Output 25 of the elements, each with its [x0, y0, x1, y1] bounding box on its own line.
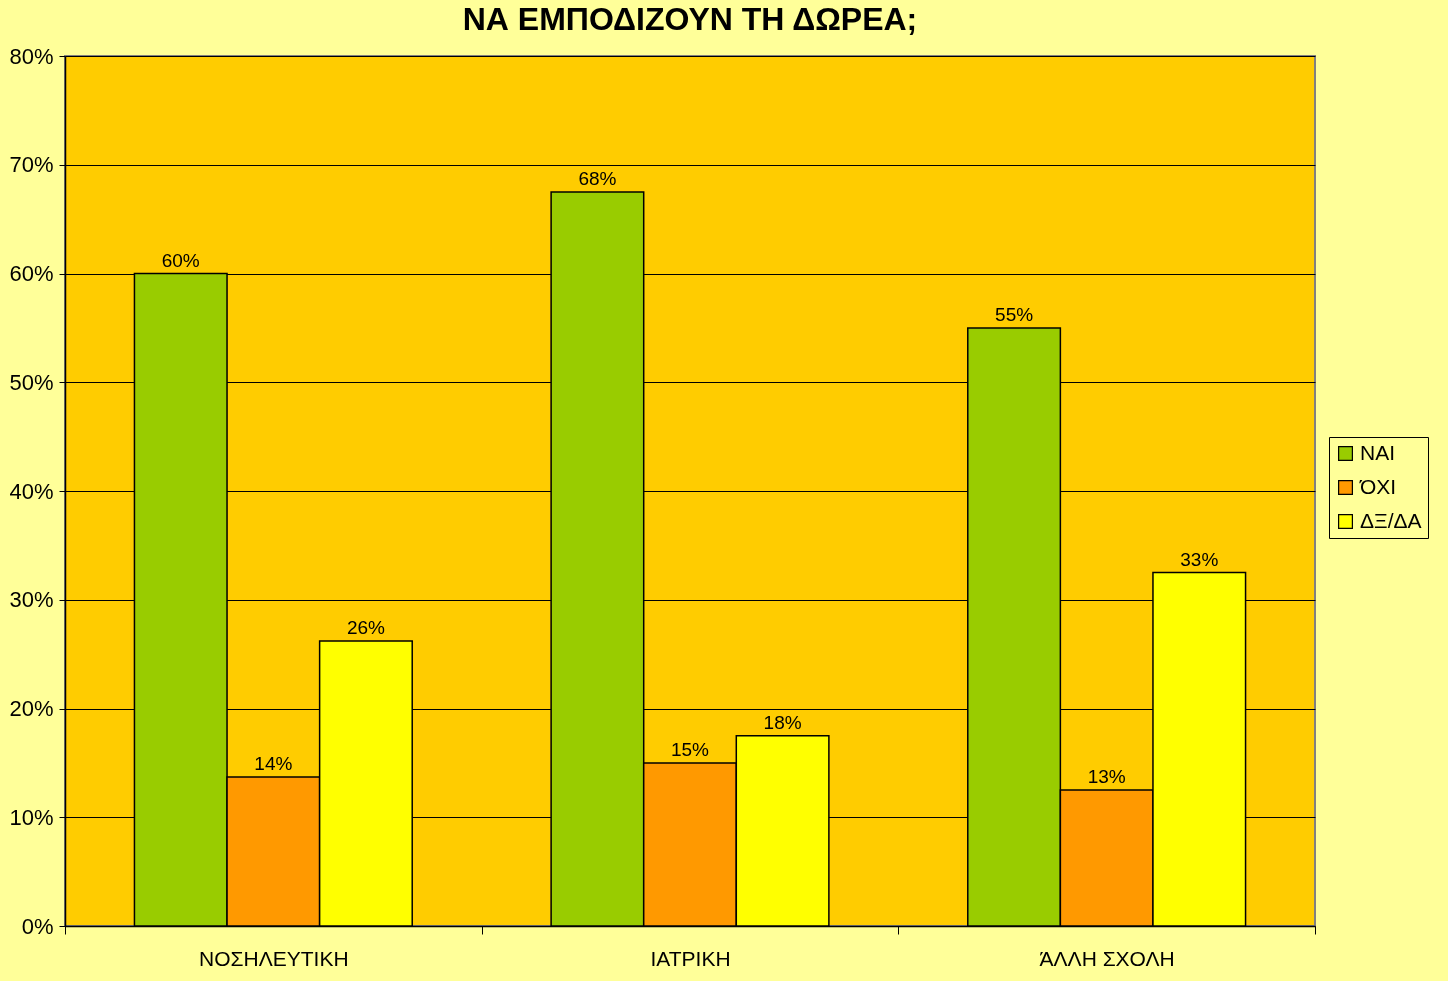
data-label: 55%	[995, 303, 1034, 325]
data-label: 26%	[346, 617, 386, 639]
data-label: 18%	[763, 711, 802, 733]
x-tick-label: ΆΛΛΗ ΣΧΟΛΗ	[1039, 946, 1175, 970]
y-tick-label: 0%	[21, 913, 54, 939]
data-label: 13%	[1087, 766, 1126, 788]
y-tick-label: 50%	[9, 369, 54, 395]
data-label: 68%	[578, 167, 617, 189]
data-label: 33%	[1180, 548, 1219, 570]
y-tick-label: 10%	[9, 804, 54, 830]
legend-label: ΝΑΙ	[1360, 440, 1396, 464]
data-label: 60%	[161, 249, 200, 271]
x-tick-label: ΙΑΤΡΙΚΗ	[650, 946, 731, 970]
chart-title: ΝΑ ΕΜΠΟΔΙΖΟΥΝ ΤΗ ΔΩΡΕΑ;	[462, 1, 918, 37]
data-label: 15%	[670, 738, 710, 760]
legend-label: ΌΧΙ	[1359, 474, 1397, 498]
y-tick-label: 20%	[9, 696, 54, 721]
y-tick-label: 30%	[9, 587, 54, 613]
y-tick-label: 80%	[9, 43, 54, 69]
data-label: 14%	[254, 753, 293, 775]
x-tick-label: ΝΟΣΗΛΕΥΤΙΚΗ	[199, 946, 349, 970]
legend-label: ΔΞ/ΔΑ	[1360, 508, 1422, 532]
y-tick-label: 40%	[9, 478, 54, 504]
y-tick-label: 70%	[9, 152, 54, 178]
y-tick-label: 60%	[9, 261, 54, 286]
